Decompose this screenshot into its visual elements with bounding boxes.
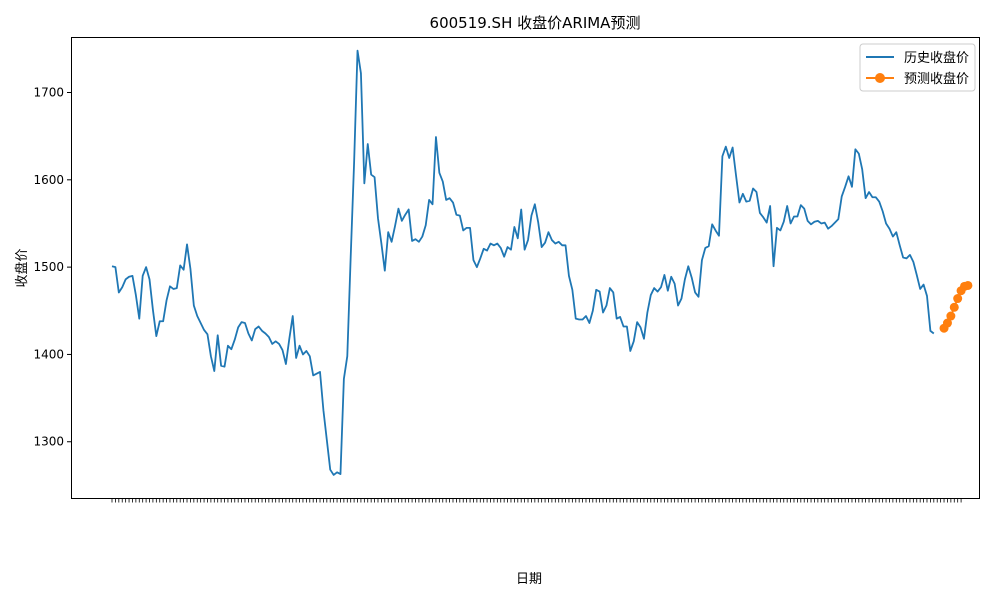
legend: 历史收盘价 预测收盘价	[859, 43, 976, 92]
forecast-point	[946, 311, 956, 321]
y-axis-label: 收盘价	[14, 248, 30, 287]
series-layer	[111, 49, 973, 476]
y-tick-label: 1300	[33, 435, 64, 449]
y-axis: 1300 1400 1500 1600 1700	[33, 86, 72, 449]
legend-box	[859, 43, 976, 92]
y-tick-label: 1600	[33, 173, 64, 187]
chart-title: 600519.SH 收盘价ARIMA预测	[430, 14, 641, 32]
forecast-point	[949, 302, 959, 312]
y-tick-label: 1700	[33, 86, 64, 100]
forecast-point	[953, 294, 963, 304]
x-tick-marks	[111, 498, 962, 503]
y-tick-label: 1500	[33, 260, 64, 274]
legend-label-forecast: 预测收盘价	[904, 71, 969, 87]
legend-label-history: 历史收盘价	[904, 50, 969, 66]
series-line-history	[111, 49, 935, 476]
plot-area-frame	[71, 37, 980, 499]
legend-marker-forecast	[875, 73, 885, 83]
forecast-point	[942, 318, 952, 328]
forecast-point	[963, 280, 973, 290]
y-tick-label: 1400	[33, 347, 64, 361]
x-axis-label: 日期	[516, 572, 542, 587]
